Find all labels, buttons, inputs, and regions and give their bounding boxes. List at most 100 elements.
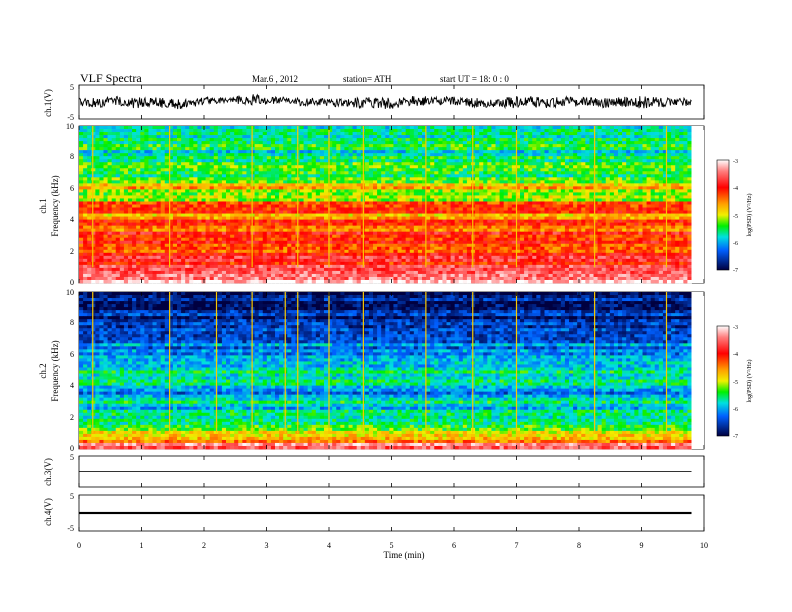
ch1-spectrogram-cell	[613, 138, 619, 142]
ch1-spectrogram-cell	[581, 207, 586, 211]
ch1-spectrogram-cell	[119, 147, 125, 151]
ch1-spectrogram-cell	[662, 174, 668, 178]
ch1-spectrogram-cell	[258, 192, 264, 196]
ch1-spectrogram-cell	[552, 171, 558, 175]
ch1-waveform-path	[78, 93, 692, 110]
ch1-spectrogram-cell	[618, 207, 623, 211]
ch1-spectrogram-cell	[499, 144, 505, 148]
ch1-spectrogram-cell	[393, 159, 398, 163]
ch1-spectrogram-cell	[254, 189, 260, 193]
ch1-spectrogram-cell	[315, 132, 321, 136]
ch1-spectrogram-cell	[422, 204, 427, 208]
ch1-spectrogram-cell	[230, 132, 235, 136]
ch1-spectrogram-cell	[654, 207, 660, 211]
ch1-spectrogram-cell	[462, 141, 468, 145]
ch1-spectrogram-cell	[111, 201, 117, 205]
ch1-spectrogram-cell	[585, 192, 590, 196]
ch1-spectrogram-cell	[332, 135, 337, 139]
ch1-spectrogram-cell	[671, 141, 676, 145]
ch1-spectrogram-cell	[667, 156, 672, 160]
ch1-spectrogram-cell	[111, 132, 117, 136]
ch1-spectrogram-cell	[544, 180, 549, 184]
ch1-spectrogram-cell	[536, 159, 541, 163]
ch1-spectrogram-cell	[242, 156, 247, 160]
ch1-spectrogram-cell	[185, 126, 190, 130]
ch1-spectrogram-cell	[446, 213, 451, 217]
ch1-spectrogram-cell	[487, 213, 492, 217]
ch1-spectrogram-cell	[511, 159, 517, 163]
ch1-spectrogram-cell	[540, 144, 545, 148]
ch1-spectrogram-cell	[111, 147, 117, 151]
ch1-spectrogram-cell	[634, 174, 639, 178]
ch1-spectrogram-cell	[434, 207, 439, 211]
ch1-spectrogram-cell	[430, 165, 435, 169]
ch1-spectrogram-cell	[299, 222, 304, 227]
ch1-spectrogram-cell	[675, 132, 680, 136]
ch1-spectrogram-cell	[258, 129, 264, 133]
ch1-spectrogram-cell	[687, 144, 692, 148]
ch1-spectrogram-cell	[630, 180, 635, 184]
ch1-spectrogram-cell	[605, 165, 611, 169]
ch1-spectrogram-cell	[148, 150, 153, 154]
ch1-spectrogram-cell	[556, 222, 562, 227]
ch1-spectrogram-cell	[446, 192, 451, 196]
ch1-spectrogram-cell	[238, 135, 243, 139]
ch1-spectrogram-cell	[315, 201, 321, 205]
ch1-spectrogram-cell	[266, 159, 272, 163]
ch1-spectrogram-cell	[450, 159, 456, 163]
ch1-spectrogram-cell	[634, 156, 639, 160]
ch1-spectrogram-cell	[107, 213, 113, 217]
ch1-spectrogram-cell	[507, 150, 513, 154]
ch1-spectrogram-cell	[520, 150, 525, 154]
ch1-spectrogram-cell	[238, 159, 243, 163]
ch1-spectrogram-cell	[446, 207, 451, 211]
ch1-spectrogram-cell	[164, 180, 170, 184]
ch1-spectrogram-cell	[667, 207, 672, 211]
ch1-spectrogram-cell	[630, 153, 635, 157]
ch1-spectrogram-cell	[385, 144, 390, 148]
ch1-spectrogram-cell	[324, 165, 329, 169]
ch1-spectrogram-cell	[328, 198, 333, 202]
ch1-spectrogram-cell	[438, 144, 443, 148]
ch1-spectrogram-cell	[536, 213, 541, 217]
ch1-spectrogram-cell	[626, 219, 631, 224]
ch1-spectrogram-cell	[266, 168, 272, 172]
ch1-spectrogram-cell	[209, 222, 215, 227]
ch1-spectrogram-cell	[479, 168, 484, 172]
ch1-spectrogram-cell	[364, 210, 370, 214]
ch1-spectrogram-cell	[613, 168, 619, 172]
ch1-spectrogram-cell	[556, 210, 562, 214]
ch1-spectrogram-cell	[454, 186, 460, 190]
ch1-spectrogram-cell	[103, 126, 108, 130]
ch1-spectrogram-cell	[128, 198, 133, 202]
ch1-spectrogram-cell	[597, 186, 603, 190]
ch1-spectrogram-cell	[201, 204, 206, 208]
ch1-spectrogram-cell	[164, 162, 170, 166]
ch1-spectrogram-cell	[393, 162, 398, 166]
ch1-spectrogram-cell	[111, 183, 117, 187]
ch1-spectrogram-cell	[283, 138, 288, 142]
ch1-spectrogram-cell	[581, 162, 586, 166]
ch1-spectrogram-cell	[524, 168, 529, 172]
ch1-spectrogram-cell	[266, 171, 272, 175]
ch1-spectrogram-cell	[119, 225, 125, 230]
ch1-spectrogram-cell	[160, 138, 166, 142]
ch1-spectrogram-cell	[332, 153, 337, 157]
ch1-spectrogram-cell	[377, 156, 382, 160]
ch1-spectrogram-cell	[446, 198, 451, 202]
ch1-spectrogram-cell	[564, 201, 570, 205]
ch1-spectrogram-cell	[185, 213, 190, 217]
ch1-spectrogram-cell	[597, 213, 603, 217]
ch1-spectrogram-cell	[687, 138, 692, 142]
ch1-spectrogram-cell	[475, 207, 480, 211]
ch1-spectrogram-cell	[164, 129, 170, 133]
ch1-spectrogram-cell	[426, 216, 431, 220]
ch1-spectrogram-cell	[597, 168, 603, 172]
ch1-spectrogram-cell	[258, 141, 264, 145]
ch1-spectrogram-cell	[393, 183, 398, 187]
ch1-spectrogram-cell	[368, 150, 374, 154]
ch1-spectrogram-cell	[528, 207, 533, 211]
ch1-spectrogram-cell	[279, 174, 284, 178]
ch1-spectrogram-cell	[103, 201, 108, 205]
ch1-spectrogram-cell	[221, 138, 227, 142]
